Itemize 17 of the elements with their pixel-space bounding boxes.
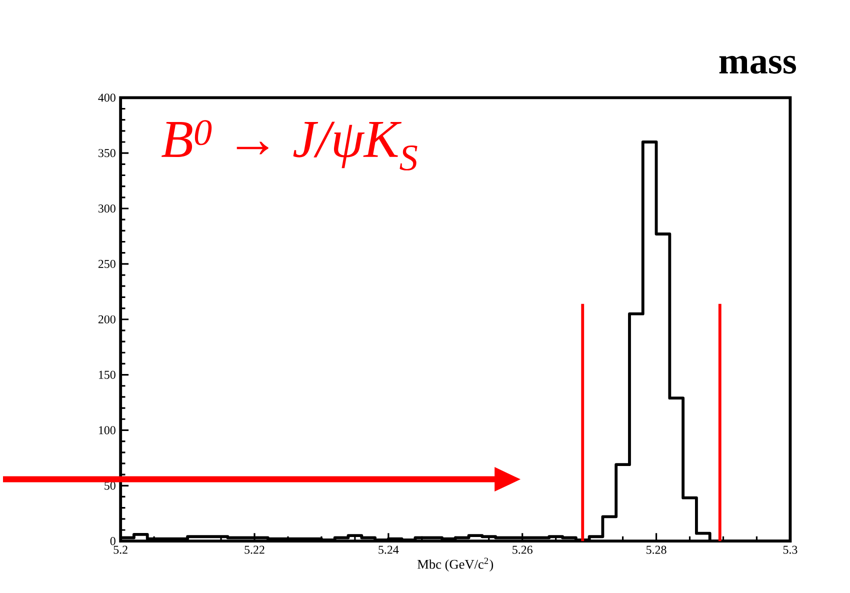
y-tick-label: 300 [98,204,116,213]
chart-title: mass [719,56,796,74]
x-tick-label: 5.28 [646,546,666,554]
x-tick-label: 5.24 [378,546,399,554]
y-tick-label: 100 [98,426,116,434]
y-tick-label: 400 [98,94,116,102]
y-tick-label: 0 [110,537,116,546]
y-tick-label: 150 [98,370,116,379]
y-tick-label: 200 [98,315,116,324]
x-axis-title: Mbc (GeV/c$^{2}$) [418,558,494,572]
y-tick-label: 250 [98,260,116,268]
y-tick-label: 350 [98,149,116,158]
annotation: B$^{0}$ → J/ψK$_{S}$ [162,120,418,170]
x-tick-label: 5.26 [512,546,532,554]
x-tick-label: 5.22 [244,546,264,554]
x-tick-label: 5.3 [783,546,798,554]
x-tick-label: 5.2 [114,546,128,554]
